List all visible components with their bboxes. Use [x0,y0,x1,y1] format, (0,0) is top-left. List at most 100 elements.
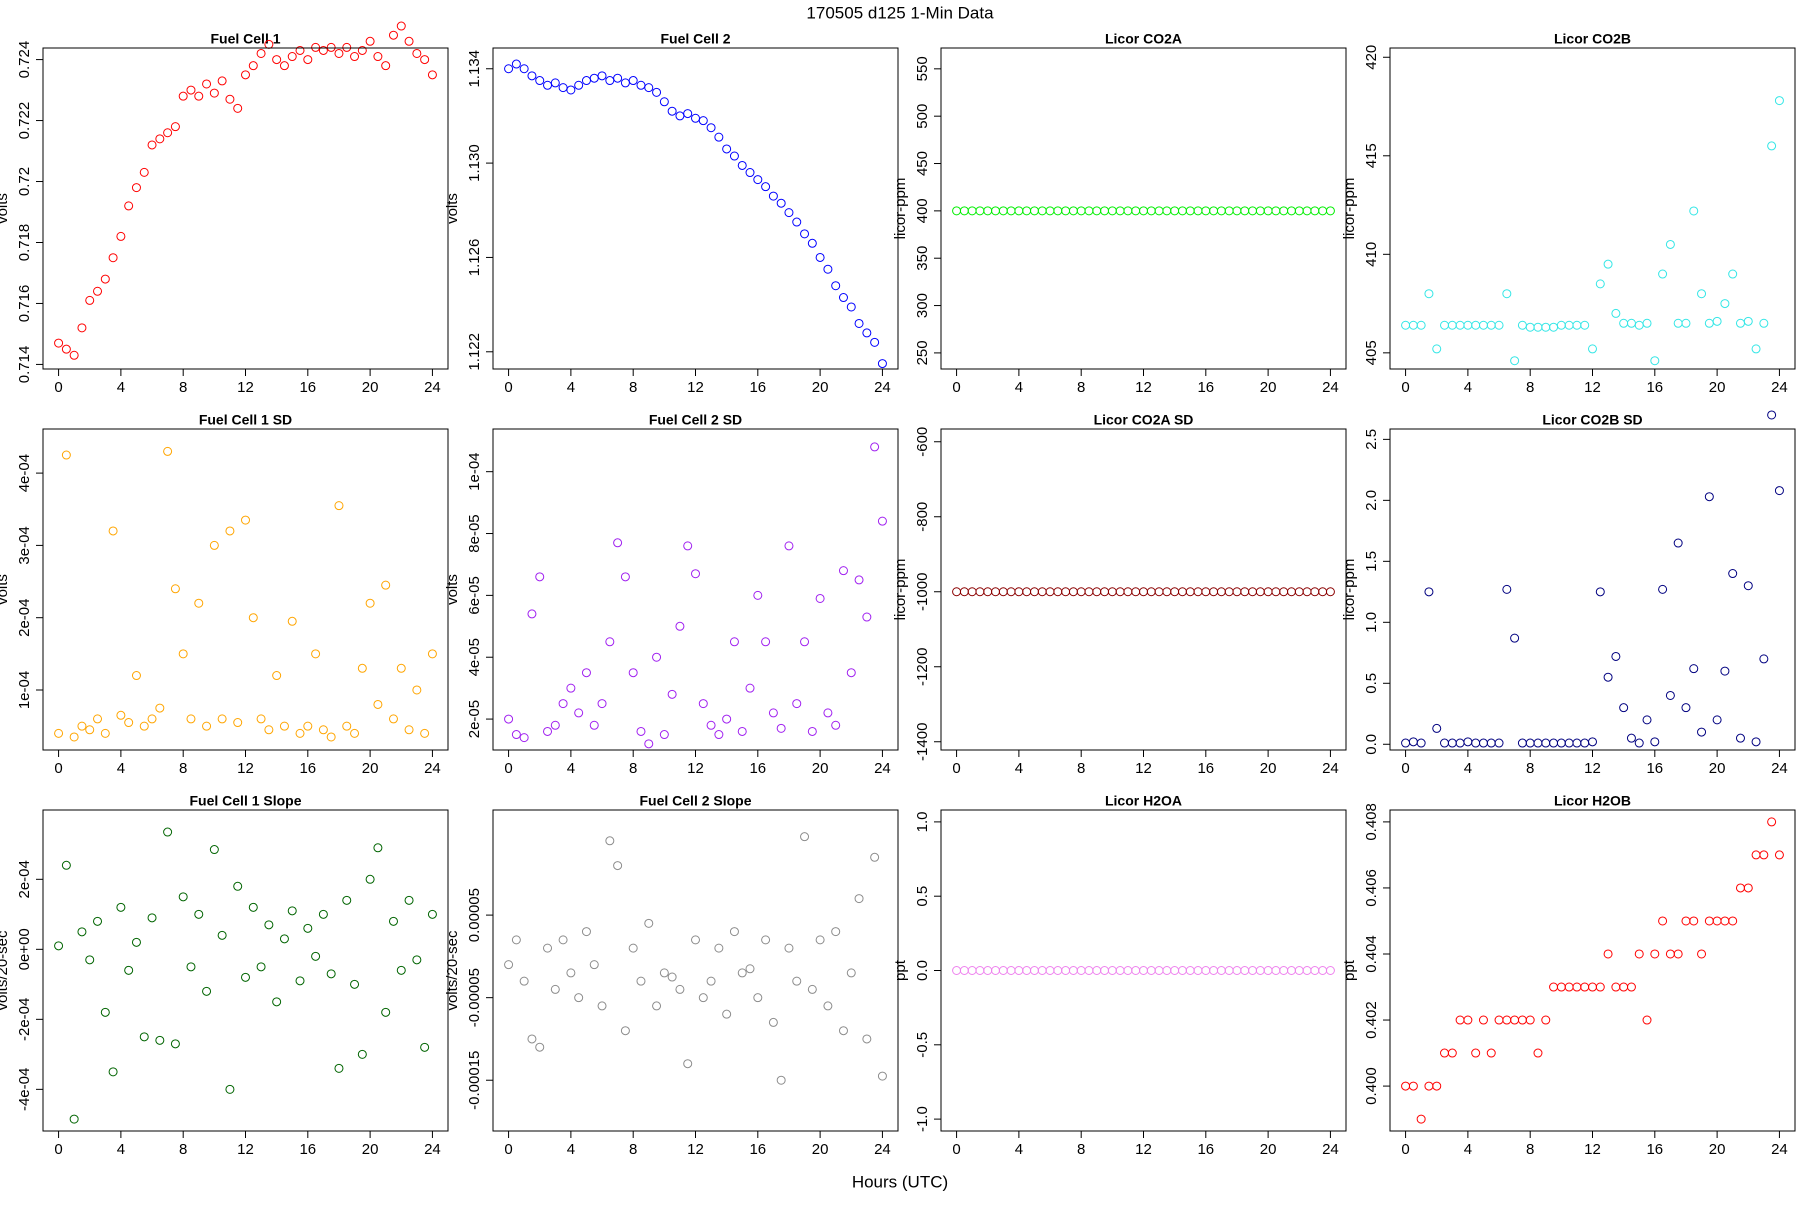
point [1310,587,1320,597]
point [1634,320,1644,330]
plot-frame [1389,428,1796,751]
x-tick-label: 0 [952,760,960,777]
point [644,918,654,928]
point [1759,654,1769,664]
point [753,175,763,185]
x-tick-label: 0 [504,760,512,777]
point [1279,206,1289,216]
point [170,584,180,594]
point [854,894,864,904]
point [1416,738,1426,748]
y-tick-label: 2e-04 [16,599,33,637]
point [1401,738,1411,748]
y-tick-label: 0.716 [16,285,33,323]
point [1665,239,1675,249]
point [1255,587,1265,597]
panel-title: Fuel Cell 2 Slope [639,793,751,809]
y-tick-label: -2e-04 [16,998,33,1041]
point [1201,587,1211,597]
point [396,663,406,673]
x-tick-label: 0 [952,1141,960,1158]
point [178,892,188,902]
point [800,832,810,842]
x-tick-label: 16 [1197,760,1214,777]
point [264,725,274,735]
point [1139,206,1148,216]
point [975,966,985,975]
point [1619,982,1629,992]
plot-frame [1389,47,1796,370]
point [311,649,321,659]
point [1061,587,1071,597]
point [1029,966,1039,975]
point [1486,1048,1496,1058]
y-tick-label: 350 [914,246,931,271]
x-tick-label: 24 [1322,1141,1339,1158]
point [248,613,258,623]
point [1279,966,1289,975]
point [691,569,700,579]
point [61,450,71,460]
point [1704,318,1714,328]
point [823,1001,833,1011]
point [768,1017,778,1027]
point [628,943,638,953]
point [1549,738,1559,748]
point [1286,966,1296,975]
y-axis-label: volts/20-sec [444,930,461,1011]
x-tick-label: 4 [1464,1141,1472,1158]
point [194,909,204,919]
point [342,721,352,731]
point [667,106,677,116]
point [1154,966,1164,975]
point [1022,587,1032,597]
point [1286,206,1296,216]
point [116,231,126,241]
point [1100,587,1110,597]
point [1325,206,1335,216]
point [628,76,638,86]
point [334,1063,344,1073]
point [1533,1048,1543,1058]
point [256,48,266,58]
y-tick-label: 0.408 [1363,803,1380,841]
point [1248,966,1258,975]
point [959,966,969,975]
point [776,198,786,208]
y-tick-label: 420 [1363,45,1380,70]
x-tick-label: 8 [1077,760,1085,777]
point [318,45,328,55]
point [967,587,977,597]
point [1440,320,1450,330]
point [737,726,747,736]
point [350,728,360,738]
point [1271,587,1281,597]
y-tick-label: 1e-04 [466,452,483,490]
point [1068,587,1078,597]
y-tick-label: 0.718 [16,224,33,262]
point [1037,587,1047,597]
point [877,359,887,369]
point [108,526,118,536]
point [1185,587,1195,597]
x-tick-label: 20 [1709,760,1726,777]
point [1216,206,1226,216]
x-tick-label: 24 [874,760,891,777]
point [272,55,282,65]
point [659,968,669,978]
point [1092,206,1102,216]
point [1681,318,1691,328]
x-tick-label: 12 [1584,1141,1601,1158]
point [558,935,568,945]
point [77,927,87,937]
point [1068,206,1078,216]
point [1626,982,1636,992]
point [698,116,708,126]
y-tick-label: 1.122 [466,333,483,371]
point [737,968,747,978]
point [1743,883,1753,893]
point [77,721,87,731]
point [1751,737,1761,747]
point [217,930,227,940]
point [342,42,352,52]
